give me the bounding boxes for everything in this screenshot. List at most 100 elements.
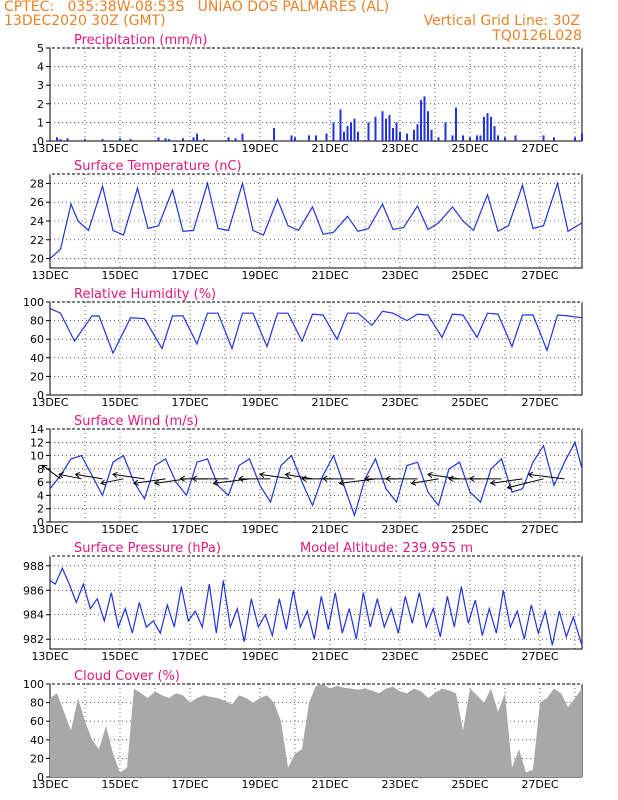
wind-arrowhead xyxy=(301,475,307,482)
precip-bar xyxy=(164,138,167,141)
x-tick-label: 23DEC xyxy=(381,269,418,282)
y-tick-label: 982 xyxy=(23,633,44,646)
panel-frame xyxy=(49,555,583,650)
precip-bar xyxy=(66,138,69,141)
precip-bar xyxy=(59,139,62,141)
x-tick-label: 17DEC xyxy=(171,142,208,155)
x-tick-label: 23DEC xyxy=(381,142,418,155)
panel-wind xyxy=(41,428,583,523)
header-model-id: TQ0126L028 xyxy=(492,28,582,44)
x-tick-label: 19DEC xyxy=(241,396,278,409)
precip-bar xyxy=(273,127,275,141)
x-tick-label: 13DEC xyxy=(31,523,68,536)
y-tick-label: 3 xyxy=(37,79,44,92)
panel-frame xyxy=(49,428,583,523)
precip-bar xyxy=(399,131,401,141)
series-line xyxy=(49,440,583,518)
precip-bar xyxy=(416,124,419,141)
wind-arrowhead xyxy=(74,471,81,479)
wind-arrowhead xyxy=(490,479,496,486)
precip-bar xyxy=(129,139,132,141)
precip-bar xyxy=(182,138,184,141)
x-tick-label: 19DEC xyxy=(241,778,278,791)
x-tick-label: 23DEC xyxy=(381,650,418,663)
x-tick-label: 15DEC xyxy=(101,650,138,663)
x-tick-label: 13DEC xyxy=(31,142,68,155)
y-tick-label: 28 xyxy=(30,177,44,190)
precip-bar xyxy=(196,133,198,141)
wind-arrowhead xyxy=(179,475,185,482)
series-line xyxy=(49,566,583,646)
precip-bar xyxy=(406,133,408,141)
precip-bar xyxy=(542,135,545,141)
precip-bar xyxy=(574,137,576,141)
x-tick-label: 25DEC xyxy=(451,778,488,791)
wind-arrowhead xyxy=(100,479,106,486)
header-run-time: 13DEC2020 30Z (GMT) xyxy=(4,13,166,29)
precip-bar xyxy=(357,131,359,141)
y-tick-label: 0 xyxy=(37,135,44,148)
precip-bar xyxy=(392,127,394,141)
x-tick-label: 17DEC xyxy=(171,269,208,282)
x-tick-label: 15DEC xyxy=(101,778,138,791)
wind-vector xyxy=(213,478,250,484)
precip-bar xyxy=(483,116,485,141)
panel-title: Precipitation (mm/h) xyxy=(74,33,207,48)
x-tick-label: 19DEC xyxy=(241,142,278,155)
wind-vector xyxy=(42,464,61,480)
x-tick-label: 15DEC xyxy=(101,142,138,155)
wind-arrowhead xyxy=(427,471,433,478)
wind-arrowhead xyxy=(41,464,48,471)
precip-bar xyxy=(343,131,345,141)
precip-bar xyxy=(413,129,415,141)
y-tick-label: 40 xyxy=(30,352,44,365)
wind-vector xyxy=(285,473,313,480)
x-tick-label: 27DEC xyxy=(521,778,558,791)
panel-precip xyxy=(46,47,583,142)
precip-bar xyxy=(514,135,517,141)
x-tick-label: 21DEC xyxy=(311,269,348,282)
precip-bar xyxy=(346,126,349,141)
panel-title: Cloud Cover (%) xyxy=(74,669,180,684)
y-tick-label: 5 xyxy=(37,42,44,55)
x-tick-label: 13DEC xyxy=(31,778,68,791)
y-tick-label: 4 xyxy=(37,61,44,74)
precip-bar xyxy=(493,126,496,141)
y-tick-label: 2 xyxy=(37,98,44,111)
precip-bar xyxy=(119,138,121,141)
panel-title: Relative Humidity (%) xyxy=(74,287,216,302)
precip-bar xyxy=(367,122,370,141)
panel-temp xyxy=(46,173,583,269)
precip-bar xyxy=(332,122,335,141)
precip-bar xyxy=(157,137,160,141)
wind-arrowhead xyxy=(112,471,118,478)
precip-bar xyxy=(227,137,230,141)
x-tick-label: 17DEC xyxy=(171,778,208,791)
x-tick-label: 25DEC xyxy=(451,269,488,282)
wind-arrowhead xyxy=(212,479,219,486)
x-tick-label: 15DEC xyxy=(101,269,138,282)
panel-cloud xyxy=(46,683,583,778)
panel-pres xyxy=(46,555,583,650)
x-tick-label: 19DEC xyxy=(241,523,278,536)
precip-bar xyxy=(315,135,317,141)
y-tick-label: 8 xyxy=(37,463,44,476)
precip-bar xyxy=(490,116,492,141)
wind-arrowhead xyxy=(448,475,454,482)
precip-bar xyxy=(423,96,426,141)
x-tick-label: 13DEC xyxy=(31,396,68,409)
y-tick-label: 988 xyxy=(23,560,44,573)
x-tick-label: 21DEC xyxy=(311,650,348,663)
x-tick-label: 25DEC xyxy=(451,396,488,409)
y-tick-label: 60 xyxy=(30,333,44,346)
x-tick-label: 21DEC xyxy=(311,396,348,409)
y-tick-label: 26 xyxy=(30,196,44,209)
wind-vector xyxy=(133,478,166,484)
precip-bar xyxy=(430,129,433,141)
y-tick-label: 984 xyxy=(23,609,44,622)
panel-rh xyxy=(46,301,583,396)
x-tick-label: 21DEC xyxy=(311,523,348,536)
wind-arrowhead xyxy=(238,475,244,482)
x-tick-label: 23DEC xyxy=(381,523,418,536)
y-tick-label: 20 xyxy=(30,253,44,266)
